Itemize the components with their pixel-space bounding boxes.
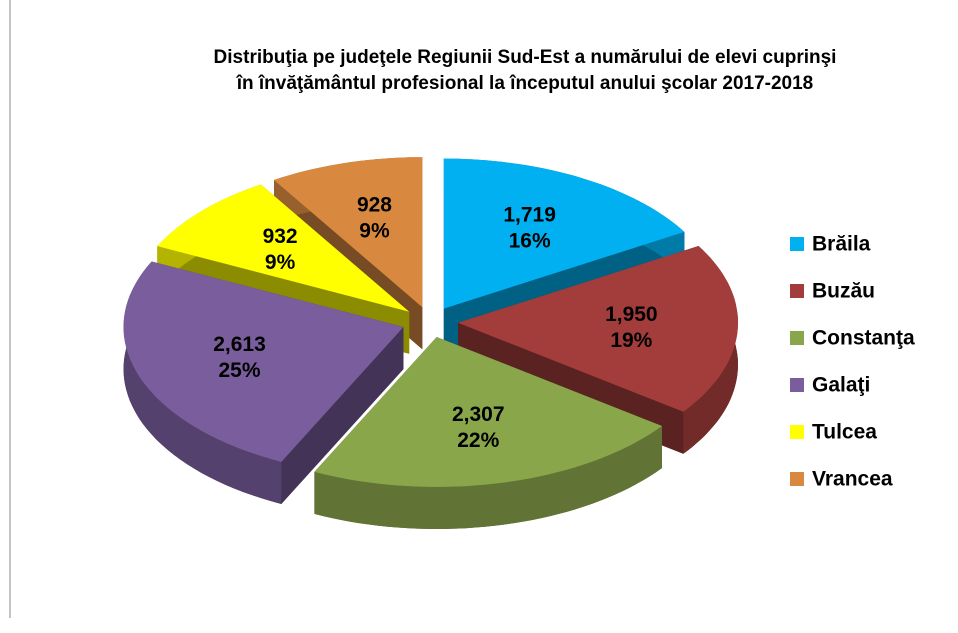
legend-label: Brăila: [812, 233, 871, 256]
chart-title: Distribuţia pe judeţele Regiunii Sud-Est…: [214, 47, 837, 68]
slice: [314, 337, 662, 487]
percent-label: 22%: [457, 429, 499, 452]
value-label: 2,613: [213, 333, 266, 356]
legend-swatch: [790, 472, 804, 486]
legend-swatch: [790, 331, 804, 345]
slice: [443, 158, 685, 309]
percent-label: 19%: [610, 329, 652, 352]
percent-label: 9%: [265, 251, 296, 274]
slice: [458, 246, 738, 412]
legend-swatch: [790, 378, 804, 392]
legend-label: Buzău: [812, 280, 875, 303]
slice: [123, 261, 404, 462]
slice-side: [314, 426, 662, 529]
legend-label: Constanţa: [812, 327, 915, 350]
percent-label: 9%: [359, 219, 390, 242]
percent-label: 25%: [218, 359, 260, 382]
legend-swatch: [790, 284, 804, 298]
legend-label: Galaţi: [812, 374, 870, 397]
value-label: 928: [357, 193, 392, 216]
slice: [157, 184, 410, 312]
value-label: 1,719: [503, 203, 556, 226]
slice: [274, 157, 423, 308]
legend-swatch: [790, 425, 804, 439]
legend-label: Tulcea: [812, 421, 877, 444]
value-label: 2,307: [452, 403, 505, 426]
legend-swatch: [790, 237, 804, 251]
chart-title: în învăţământul profesional la începutul…: [236, 73, 814, 94]
slice-side: [123, 261, 282, 504]
value-label: 932: [263, 225, 298, 248]
legend-label: Vrancea: [812, 468, 893, 491]
slice-wall: [281, 327, 404, 504]
value-label: 1,950: [605, 303, 658, 326]
percent-label: 16%: [509, 229, 551, 252]
